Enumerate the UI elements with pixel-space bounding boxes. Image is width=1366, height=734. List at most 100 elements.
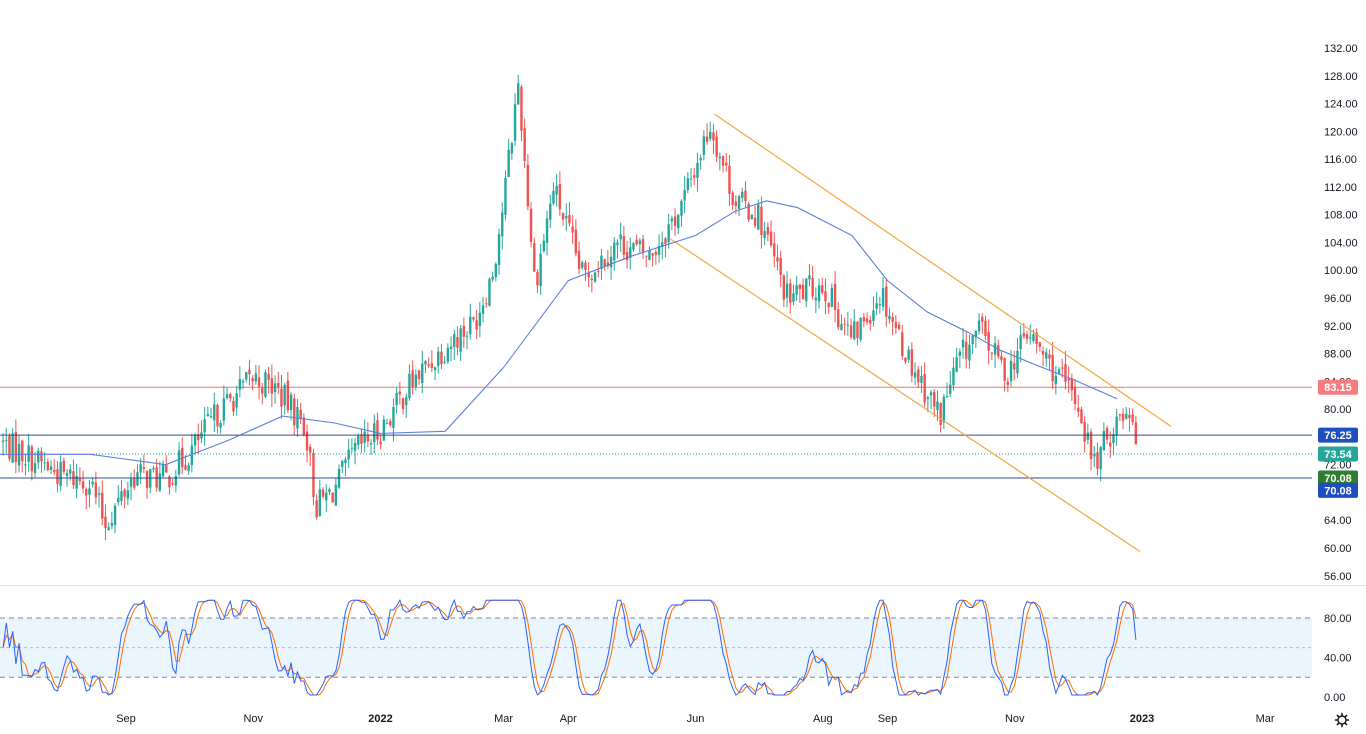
candle[interactable] bbox=[677, 214, 680, 235]
candle[interactable] bbox=[264, 369, 267, 399]
candle[interactable] bbox=[609, 245, 613, 280]
candle[interactable] bbox=[702, 130, 706, 161]
candle[interactable] bbox=[747, 201, 750, 222]
candle[interactable] bbox=[1035, 328, 1038, 354]
candle[interactable] bbox=[37, 447, 40, 469]
candle[interactable] bbox=[824, 278, 827, 315]
candle[interactable] bbox=[405, 393, 408, 418]
candle[interactable] bbox=[878, 296, 882, 314]
candle[interactable] bbox=[987, 319, 990, 365]
candle[interactable] bbox=[376, 412, 379, 446]
candle[interactable] bbox=[43, 452, 46, 471]
candle[interactable] bbox=[107, 522, 110, 531]
candle[interactable] bbox=[526, 154, 530, 211]
price-pane[interactable] bbox=[0, 74, 1312, 552]
candle[interactable] bbox=[929, 389, 933, 410]
candle[interactable] bbox=[907, 345, 910, 364]
candle[interactable] bbox=[533, 237, 536, 272]
candle[interactable] bbox=[574, 219, 578, 257]
candle[interactable] bbox=[40, 447, 43, 473]
candle[interactable] bbox=[827, 302, 830, 314]
candle[interactable] bbox=[779, 250, 782, 287]
candle[interactable] bbox=[965, 331, 968, 369]
candle[interactable] bbox=[1019, 325, 1022, 363]
candle[interactable] bbox=[395, 387, 398, 414]
candle[interactable] bbox=[552, 182, 555, 206]
candle[interactable] bbox=[1096, 442, 1099, 476]
candle[interactable] bbox=[689, 168, 693, 188]
candle[interactable] bbox=[427, 357, 430, 369]
candle[interactable] bbox=[94, 471, 98, 505]
candle[interactable] bbox=[545, 210, 549, 256]
candle[interactable] bbox=[101, 480, 104, 526]
candle[interactable] bbox=[309, 444, 312, 466]
candle[interactable] bbox=[152, 465, 155, 473]
candle[interactable] bbox=[305, 424, 309, 463]
candle[interactable] bbox=[709, 121, 712, 142]
candle[interactable] bbox=[910, 342, 914, 383]
candle[interactable] bbox=[446, 343, 450, 364]
candle[interactable] bbox=[193, 432, 197, 455]
candle[interactable] bbox=[635, 234, 638, 246]
candle[interactable] bbox=[184, 455, 187, 471]
candle[interactable] bbox=[859, 317, 862, 343]
candle[interactable] bbox=[1054, 365, 1058, 395]
candle[interactable] bbox=[408, 364, 411, 401]
candle[interactable] bbox=[1112, 427, 1115, 456]
candle[interactable] bbox=[1077, 394, 1080, 418]
candle[interactable] bbox=[443, 355, 446, 365]
candle[interactable] bbox=[923, 362, 926, 407]
candle[interactable] bbox=[805, 278, 808, 308]
candle[interactable] bbox=[1000, 350, 1003, 364]
candle[interactable] bbox=[891, 312, 894, 336]
candle[interactable] bbox=[629, 237, 632, 270]
candle[interactable] bbox=[5, 427, 8, 454]
candle[interactable] bbox=[123, 488, 126, 509]
candle[interactable] bbox=[894, 315, 898, 335]
candle[interactable] bbox=[1131, 408, 1134, 426]
candle[interactable] bbox=[763, 221, 766, 246]
candle[interactable] bbox=[389, 418, 392, 428]
candle[interactable] bbox=[158, 461, 162, 493]
candle[interactable] bbox=[344, 456, 347, 477]
candle[interactable] bbox=[1025, 330, 1029, 344]
candle[interactable] bbox=[766, 222, 770, 242]
candle[interactable] bbox=[91, 478, 94, 488]
candle[interactable] bbox=[529, 202, 533, 248]
candle[interactable] bbox=[206, 406, 210, 417]
candle[interactable] bbox=[318, 479, 322, 517]
candle[interactable] bbox=[273, 375, 277, 404]
candle[interactable] bbox=[958, 348, 962, 369]
candle[interactable] bbox=[558, 171, 562, 216]
candle[interactable] bbox=[1134, 415, 1138, 445]
candle[interactable] bbox=[280, 374, 283, 419]
candle[interactable] bbox=[411, 360, 414, 395]
candle[interactable] bbox=[670, 215, 674, 230]
candle[interactable] bbox=[49, 460, 53, 474]
candle[interactable] bbox=[161, 460, 165, 478]
candle[interactable] bbox=[1045, 347, 1048, 367]
moving-average-line[interactable] bbox=[0, 200, 1118, 466]
candle[interactable] bbox=[523, 118, 526, 169]
candle[interactable] bbox=[1009, 350, 1013, 387]
candle[interactable] bbox=[933, 389, 936, 417]
candle[interactable] bbox=[833, 270, 837, 323]
candle[interactable] bbox=[341, 460, 344, 474]
candle[interactable] bbox=[513, 93, 517, 146]
candle[interactable] bbox=[78, 467, 82, 485]
candle[interactable] bbox=[1125, 406, 1128, 420]
candle[interactable] bbox=[776, 244, 779, 271]
candle[interactable] bbox=[769, 220, 773, 248]
candle[interactable] bbox=[955, 347, 958, 373]
candle[interactable] bbox=[238, 366, 242, 398]
candle[interactable] bbox=[24, 454, 27, 476]
candle[interactable] bbox=[712, 123, 715, 155]
candle[interactable] bbox=[782, 274, 786, 307]
candle[interactable] bbox=[961, 328, 965, 359]
candle[interactable] bbox=[133, 469, 136, 490]
candle[interactable] bbox=[993, 336, 997, 368]
candle[interactable] bbox=[1073, 378, 1077, 411]
candle[interactable] bbox=[686, 171, 690, 194]
candle[interactable] bbox=[616, 239, 619, 259]
candle[interactable] bbox=[11, 428, 14, 463]
